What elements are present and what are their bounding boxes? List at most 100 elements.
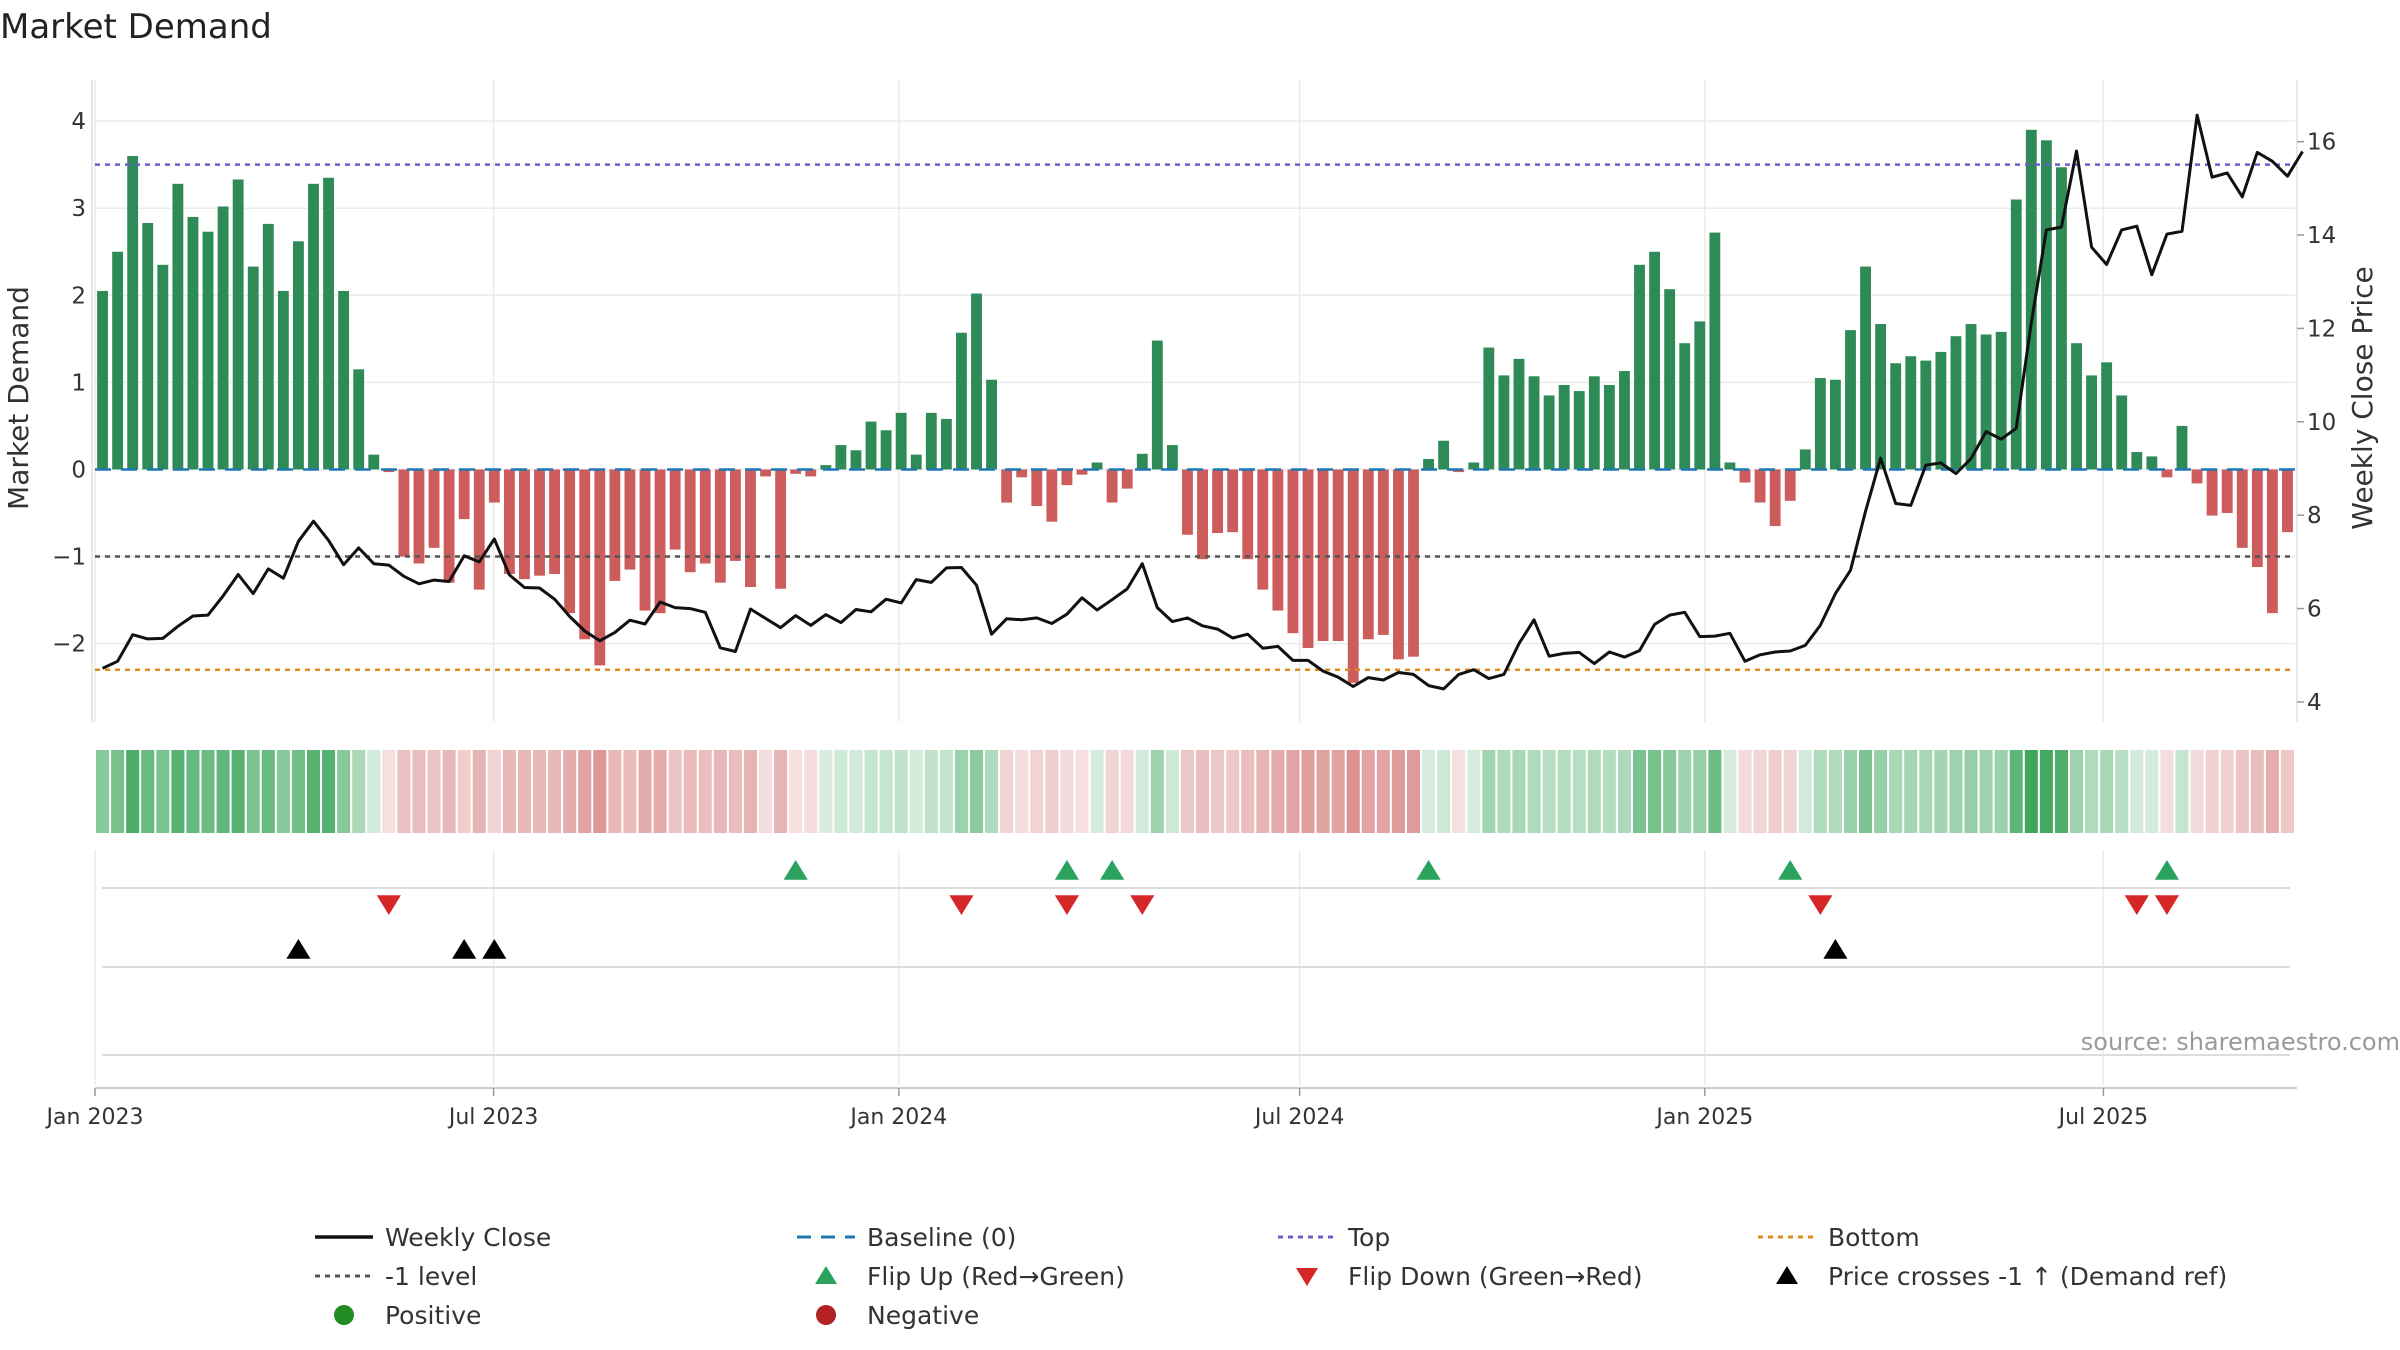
demand-bar [2161, 469, 2173, 478]
demand-bar [1483, 347, 1495, 470]
demand-bar [805, 469, 817, 477]
demand-bar [579, 469, 591, 640]
heat-cell [1964, 750, 1978, 833]
demand-bar [925, 412, 937, 470]
demand-bar [654, 469, 666, 614]
heat-cell [2235, 750, 2249, 833]
heat-cell [1301, 750, 1315, 833]
heat-cell [1045, 750, 1059, 833]
demand-bar [1091, 462, 1103, 470]
y-left-tick-label: 0 [71, 457, 86, 483]
heat-cell [171, 750, 185, 833]
demand-bar [353, 369, 365, 470]
demand-bar [1814, 378, 1826, 470]
heat-cell [337, 750, 351, 833]
heat-cell [2175, 750, 2189, 833]
demand-bar [910, 454, 922, 470]
flip-down-marker [949, 895, 974, 915]
flip-down-marker [2154, 895, 2180, 915]
heat-cell [1738, 750, 1752, 833]
heat-cell [1090, 750, 1104, 833]
heat-cell [1015, 750, 1029, 833]
source-credit: source: sharemaestro.com [2081, 1028, 2400, 1056]
legend-label: Top [1347, 1223, 1390, 1252]
heat-cell [231, 750, 245, 833]
demand-bar [594, 469, 606, 666]
demand-bar [157, 264, 169, 470]
heat-cell [2115, 750, 2129, 833]
demand-bar [2236, 469, 2248, 548]
heat-cell [2069, 750, 2084, 833]
chart-title: Market Demand [0, 7, 272, 47]
heat-cell [1286, 750, 1300, 833]
heat-cell [1196, 750, 1210, 833]
legend-label: Bottom [1828, 1223, 1920, 1252]
heat-cell [1482, 750, 1496, 833]
demand-bar [1151, 340, 1163, 470]
demand-bar [1845, 330, 1856, 470]
heat-cell [1904, 750, 1918, 833]
heat-cell [442, 750, 456, 833]
demand-bar [1347, 469, 1359, 683]
demand-bar [1995, 331, 2007, 470]
x-tick-label: Jul 2023 [447, 1105, 539, 1130]
heat-cell [367, 750, 381, 833]
heat-cell [2130, 750, 2144, 833]
y-left-tick-label: 4 [71, 109, 86, 135]
heat-cell [472, 750, 486, 833]
demand-bar [1227, 469, 1239, 533]
heat-cell [774, 750, 788, 833]
demand-bar [1754, 469, 1766, 503]
demand-bar [835, 445, 847, 470]
legend-label: Positive [385, 1301, 481, 1330]
x-tick-label: Jul 2024 [1253, 1105, 1345, 1130]
heat-cell [1889, 750, 1903, 833]
demand-bar [217, 206, 229, 470]
legend-label: Weekly Close [385, 1223, 551, 1252]
heat-cell [819, 750, 833, 833]
demand-bar [865, 421, 877, 470]
heat-cell [2009, 750, 2023, 833]
flip-up-marker [1100, 860, 1125, 880]
demand-bar [428, 469, 440, 548]
heat-cell [306, 750, 321, 833]
legend-label: Flip Down (Green→Red) [1348, 1262, 1643, 1291]
heat-cell [1437, 750, 1451, 833]
demand-bar [624, 469, 636, 570]
heat-cell [1346, 750, 1360, 833]
demand-bar [1166, 445, 1178, 470]
demand-bar [850, 450, 862, 470]
demand-bar [1513, 358, 1525, 470]
legend-swatch-circle [816, 1305, 836, 1325]
demand-bar [2071, 343, 2082, 470]
heat-cell [1271, 750, 1285, 833]
price-cross-marker [286, 939, 311, 959]
demand-bar [790, 469, 802, 474]
demand-bar [458, 469, 470, 520]
demand-bar [1302, 469, 1314, 648]
heat-cell [1587, 750, 1601, 833]
demand-bars [97, 129, 2293, 683]
demand-bar [2040, 140, 2052, 470]
heat-cell [2220, 750, 2234, 833]
heat-cell [548, 750, 562, 833]
price-cross-marker [1823, 939, 1848, 959]
demand-bar [2131, 452, 2143, 470]
heat-cell [1753, 750, 1767, 833]
demand-bar [956, 332, 967, 470]
demand-bar [97, 290, 108, 470]
flip-down-marker [376, 895, 401, 915]
legend-swatch-triangle-down [1296, 1268, 1318, 1286]
y-left-tick-label: −1 [52, 545, 86, 571]
demand-bar [1588, 376, 1600, 470]
heat-cell [1979, 750, 1993, 833]
heat-cell [894, 750, 908, 833]
demand-bar [1649, 251, 1661, 470]
demand-bar [1212, 469, 1224, 534]
heat-cell [683, 750, 697, 833]
heat-cell [1934, 750, 1948, 833]
demand-bar [1031, 469, 1043, 507]
heat-cell [1422, 750, 1436, 833]
